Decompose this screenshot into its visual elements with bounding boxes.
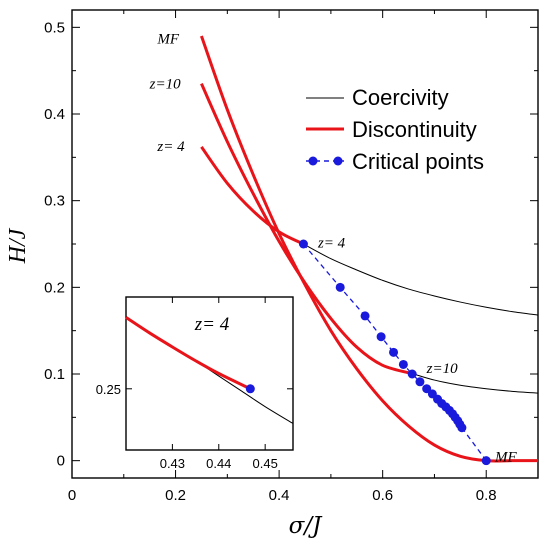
inset-y-tick-label: 0.25 — [96, 382, 121, 397]
critical-point-marker — [407, 369, 417, 379]
inset-ticks — [126, 297, 293, 450]
inset-x-tick-label: 0.45 — [253, 456, 278, 471]
inset-curves — [125, 316, 294, 424]
legend-critical-marker — [308, 156, 318, 166]
critical-point-marker — [457, 423, 467, 433]
legend: Coercivity Discontinuity Critical points — [306, 85, 484, 174]
curve-annotation: z=10 — [426, 361, 458, 377]
y-tick-label: 0.3 — [44, 193, 65, 210]
curve-annotation: MF — [494, 449, 517, 465]
y-tick-label: 0.2 — [44, 279, 65, 296]
curve-annotations: MF z=10 z= 4 z= 4 z=10 MF — [149, 32, 518, 466]
legend-coercivity-label: Coercivity — [352, 85, 449, 110]
x-axis-title: σ/J — [289, 513, 323, 539]
legend-discontinuity-label: Discontinuity — [352, 117, 477, 142]
y-tick-label: 0 — [57, 453, 65, 470]
inset-plot: 0.43 0.44 0.45 0.25 z= 4 — [96, 296, 294, 471]
legend-critical-label: Critical points — [352, 149, 484, 174]
critical-point-marker — [481, 456, 491, 466]
legend-critical-marker — [333, 156, 343, 166]
critical-points — [298, 239, 491, 466]
coercivity-curve — [413, 373, 539, 394]
inset-title: z= 4 — [194, 314, 230, 335]
critical-point-marker — [422, 384, 432, 394]
critical-point-marker — [376, 332, 386, 342]
inset-frame — [125, 296, 294, 451]
discontinuity-curve — [200, 83, 415, 376]
inset-y-tick-labels: 0.25 — [96, 382, 121, 397]
critical-point-marker — [389, 347, 399, 357]
curve-annotation: z= 4 — [317, 235, 346, 251]
x-tick-label: 0.4 — [269, 487, 290, 504]
x-tick-labels: 0 0.2 0.4 0.6 0.8 — [68, 487, 497, 504]
x-tick-label: 0.6 — [372, 487, 393, 504]
critical-point-marker — [335, 282, 345, 292]
discontinuity-curve — [200, 146, 305, 246]
y-tick-label: 0.4 — [44, 106, 65, 123]
y-axis-title: H/J — [5, 227, 31, 264]
x-tick-label: 0 — [68, 487, 76, 504]
inset-critical-point — [245, 384, 255, 394]
inset-x-tick-label: 0.44 — [206, 456, 231, 471]
y-tick-label: 0.5 — [44, 19, 65, 36]
critical-point-marker — [398, 359, 408, 369]
inset-x-tick-labels: 0.43 0.44 0.45 — [160, 456, 278, 471]
coercivity-curve — [303, 243, 539, 316]
inset-discontinuity-curve — [125, 316, 251, 391]
critical-point-marker — [298, 239, 308, 249]
critical-point-marker — [360, 311, 370, 321]
curve-annotation: z= 4 — [156, 139, 185, 155]
x-tick-label: 0.2 — [165, 487, 186, 504]
inset-x-tick-label: 0.43 — [160, 456, 185, 471]
x-tick-label: 0.8 — [476, 487, 497, 504]
y-tick-label: 0.1 — [44, 366, 65, 383]
y-tick-labels: 0 0.1 0.2 0.3 0.4 0.5 — [44, 19, 65, 469]
critical-point-marker — [415, 377, 425, 387]
curve-annotation: MF — [156, 32, 179, 48]
curve-annotation: z=10 — [149, 77, 181, 93]
